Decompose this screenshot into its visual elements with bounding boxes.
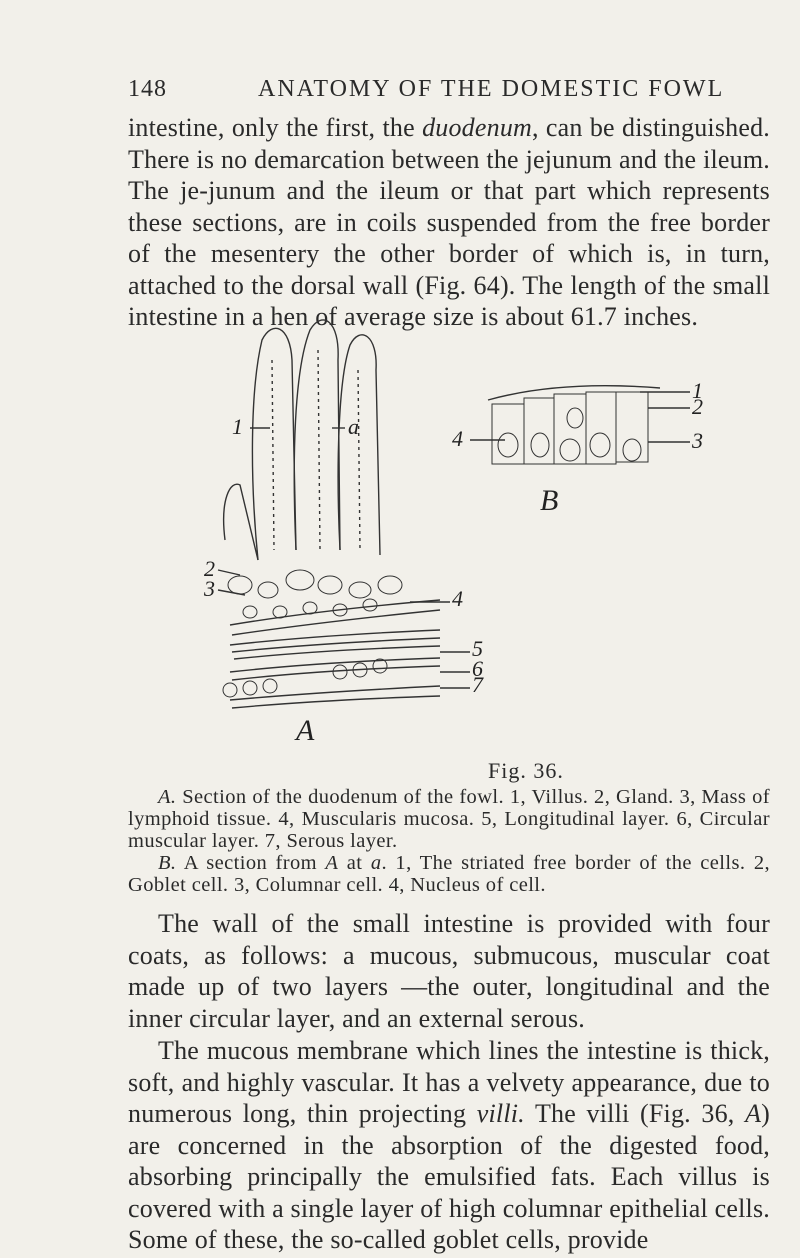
text-run: A section from xyxy=(176,852,326,874)
text-run: . 1, The striated free border of the cel… xyxy=(128,852,770,896)
figure-label: 3 xyxy=(691,428,703,453)
panel-name: B xyxy=(540,484,558,517)
text-run: B. xyxy=(158,852,177,874)
text-run: The villi (Fig. 36, xyxy=(524,1099,746,1128)
figure-label: 5 xyxy=(472,636,483,661)
figure-label: 3 xyxy=(203,576,215,601)
header: 148 ANATOMY OF THE DOMESTIC FOWL xyxy=(128,76,768,108)
figure-label: 2 xyxy=(692,394,703,419)
text-run: Section of the duodenum of the fowl. 1, … xyxy=(128,786,770,852)
text-run: A. xyxy=(158,786,177,808)
villi-drawing xyxy=(222,319,441,709)
figure-number: Fig. 36. xyxy=(488,758,564,783)
figure-label: 1 xyxy=(232,414,243,439)
text-run: A xyxy=(745,1099,762,1128)
figure: 1 2 3 4 5 6 7 a A 1 2 3 4 B xyxy=(203,319,703,747)
cell-drawing xyxy=(487,385,661,465)
label-lines xyxy=(470,391,690,443)
paragraph: The wall of the small intestine is provi… xyxy=(128,908,770,1034)
figure-label: 4 xyxy=(452,586,463,611)
text-run: at xyxy=(338,852,371,874)
text-run: intestine, only the first, the xyxy=(128,113,423,142)
text-run: , can be distinguished. There is no dema… xyxy=(128,113,770,331)
figure-label: 1 xyxy=(692,378,703,403)
caption-paragraph: A. Section of the duodenum of the fowl. … xyxy=(128,786,770,852)
text-run: The mucous membrane which lines the inte… xyxy=(128,1036,770,1128)
caption-paragraph: B. A section from A at a. 1, The striate… xyxy=(128,852,770,896)
figure-label: a xyxy=(348,414,359,439)
running-title: ANATOMY OF THE DOMESTIC FOWL xyxy=(258,76,725,102)
figure-label: 4 xyxy=(452,426,463,451)
paragraph: The mucous membrane which lines the inte… xyxy=(128,1035,770,1256)
paragraph: intestine, only the first, the duodenum,… xyxy=(128,112,770,333)
text-run: a xyxy=(370,852,382,874)
caption: A. Section of the duodenum of the fowl. … xyxy=(128,786,770,896)
page-number: 148 xyxy=(128,76,167,102)
text-run: ) are concerned in the absorption of the… xyxy=(128,1099,771,1254)
panel-name: A xyxy=(294,714,315,747)
text-run: A xyxy=(325,852,339,874)
text-run: villi. xyxy=(476,1099,525,1128)
figure-label: 7 xyxy=(472,672,484,697)
figure-label: 2 xyxy=(204,556,215,581)
figure-label: 6 xyxy=(472,656,483,681)
text-run: duodenum xyxy=(422,113,532,142)
label-lines xyxy=(217,427,470,689)
text-run: The wall of the small intestine is provi… xyxy=(128,909,770,1033)
